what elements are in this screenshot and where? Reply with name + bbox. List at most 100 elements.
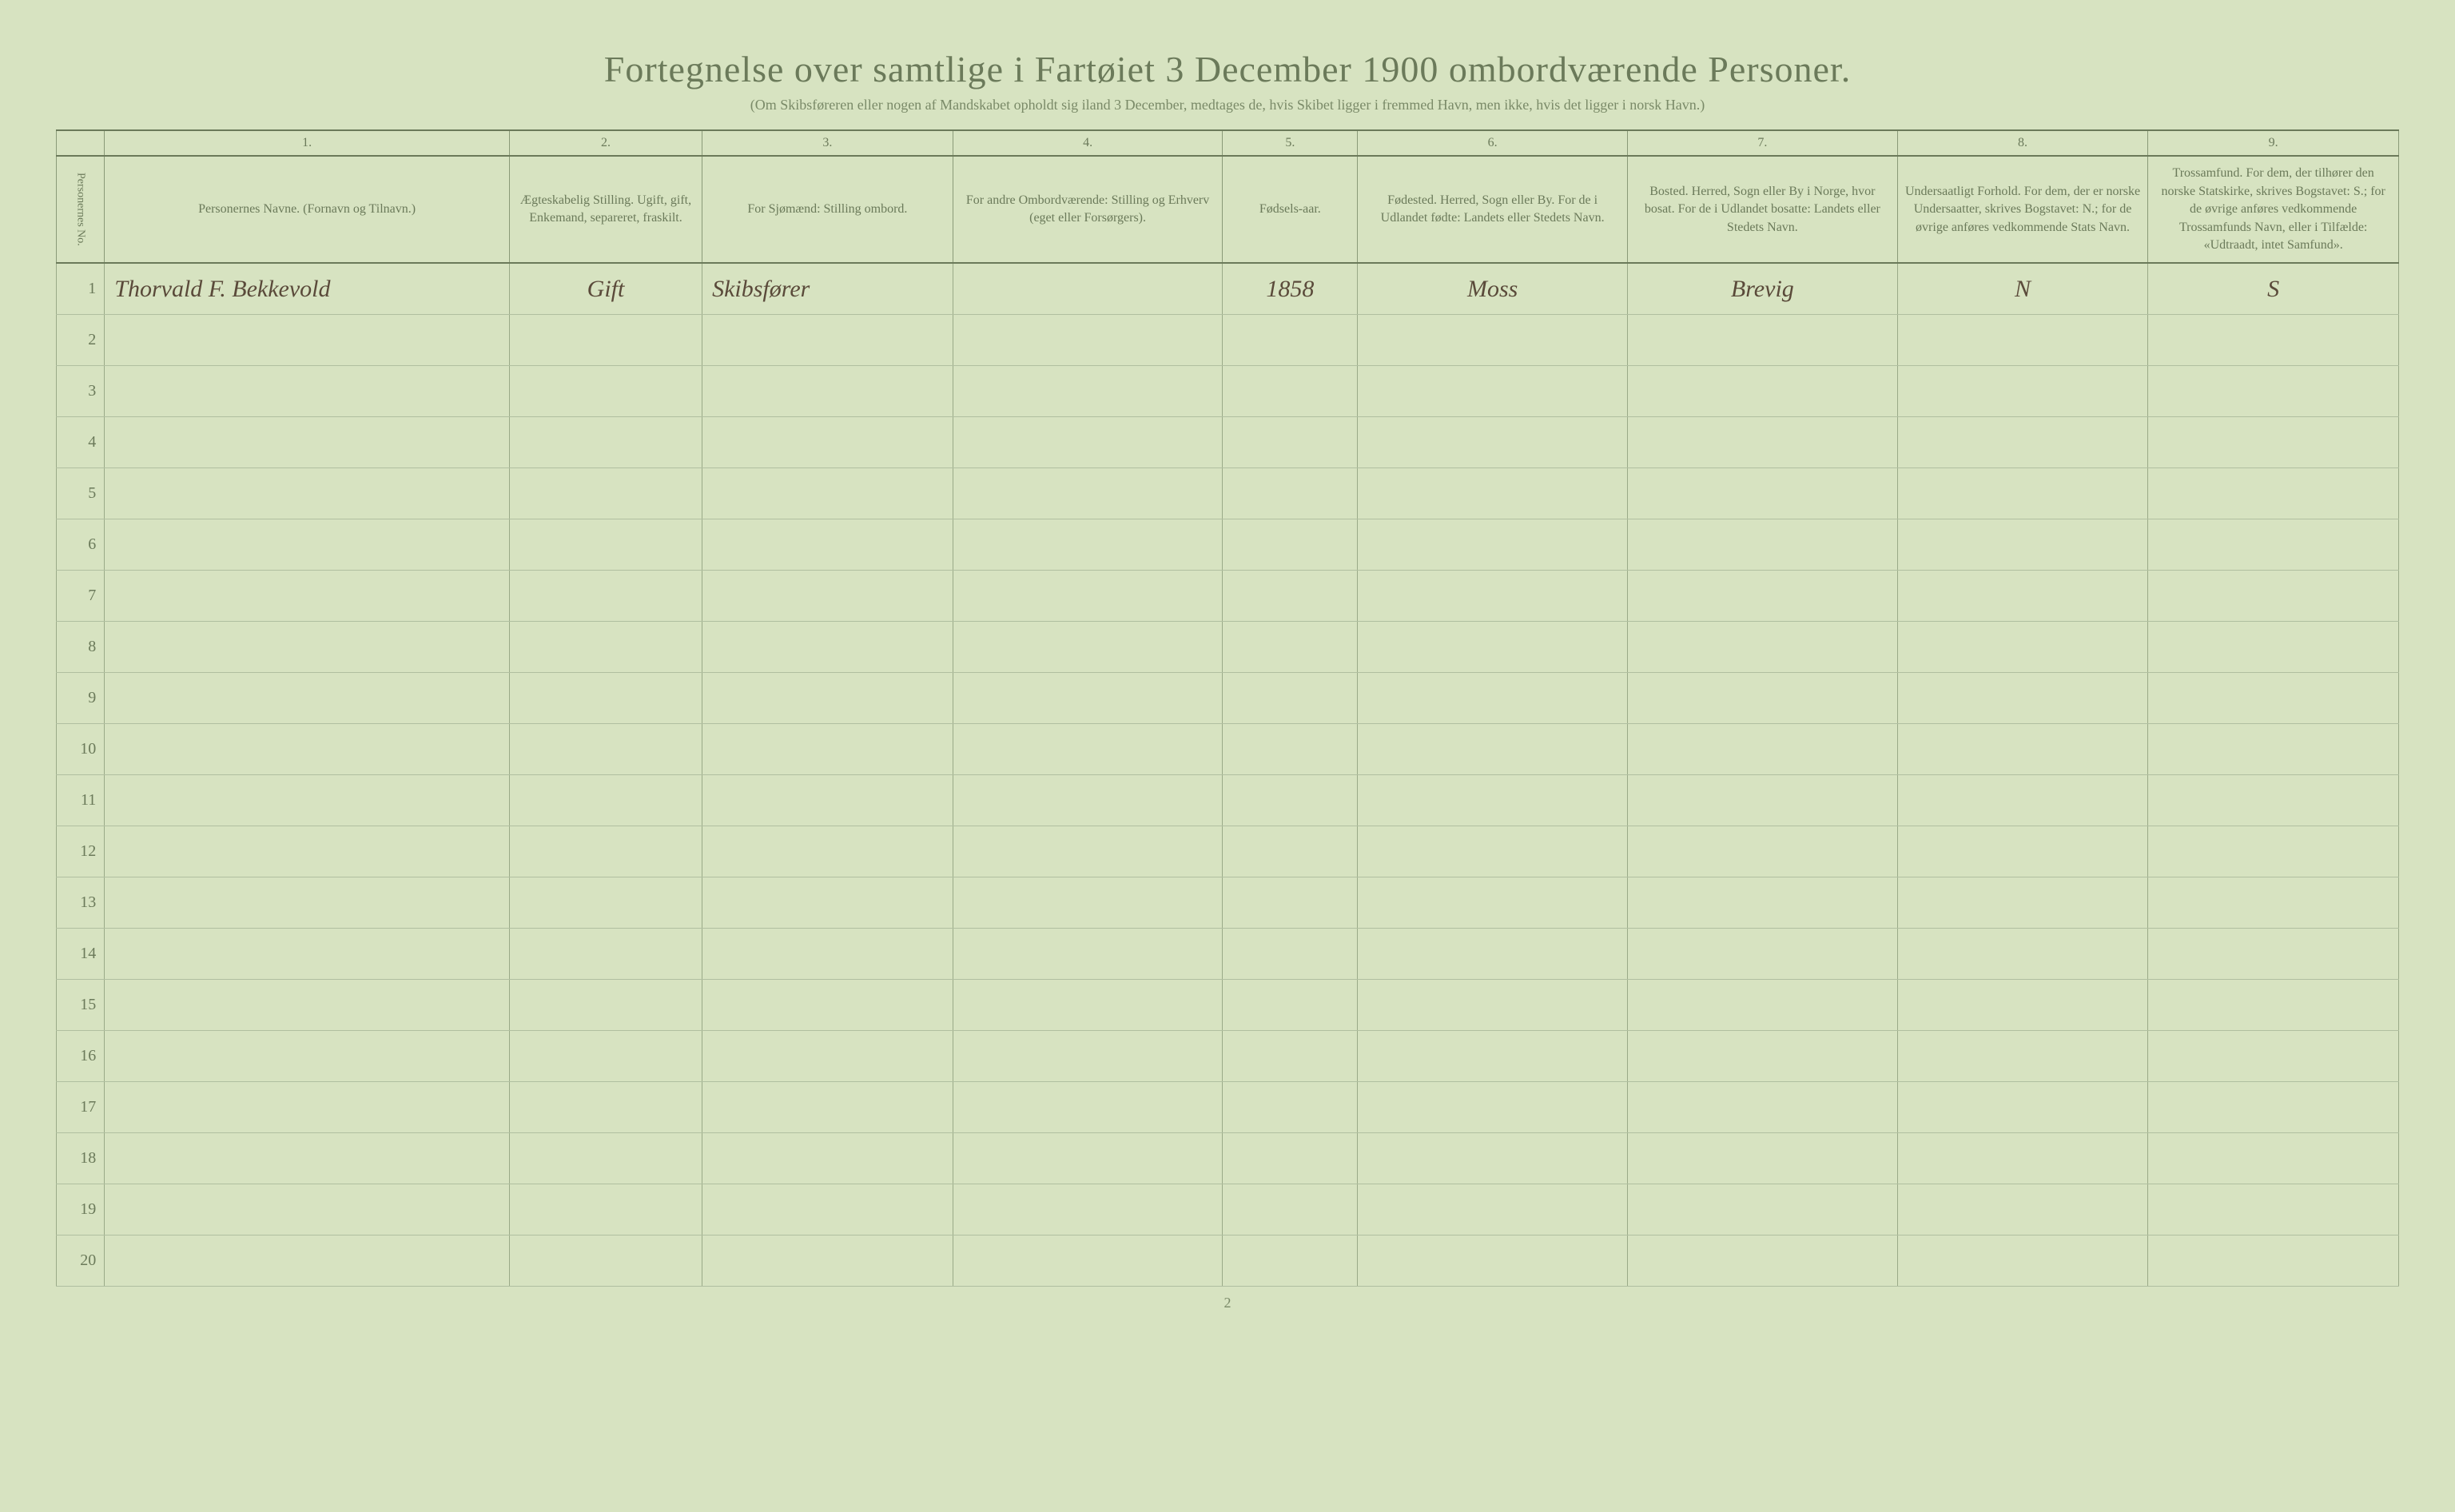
header-marital: Ægteskabelig Stilling. Ugift, gift, Enke… (509, 156, 702, 263)
header-birthplace: Fødested. Herred, Sogn eller By. For de … (1358, 156, 1628, 263)
cell-c2 (509, 570, 702, 621)
cell-c4 (953, 1081, 1223, 1132)
cell-c5 (1223, 621, 1358, 672)
cell-c6 (1358, 826, 1628, 877)
cell-c2 (509, 826, 702, 877)
row-number: 14 (57, 928, 105, 979)
cell-c6 (1358, 672, 1628, 723)
table-row: 1Thorvald F. BekkevoldGiftSkibsfører1858… (57, 263, 2399, 314)
cell-c9: S (2148, 263, 2399, 314)
cell-c7 (1628, 1184, 1898, 1235)
cell-c7 (1628, 672, 1898, 723)
header-nationality: Undersaatligt Forhold. For dem, der er n… (1897, 156, 2148, 263)
cell-c8 (1897, 1081, 2148, 1132)
cell-c7 (1628, 774, 1898, 826)
cell-c8 (1897, 1184, 2148, 1235)
cell-c4 (953, 877, 1223, 928)
page-number: 2 (56, 1295, 2399, 1311)
row-number: 18 (57, 1132, 105, 1184)
table-row: 2 (57, 314, 2399, 365)
cell-c3 (702, 877, 953, 928)
page-subtitle: (Om Skibsføreren eller nogen af Mandskab… (56, 97, 2399, 113)
cell-c7 (1628, 416, 1898, 468)
cell-c4 (953, 774, 1223, 826)
cell-c8 (1897, 877, 2148, 928)
cell-c8 (1897, 1235, 2148, 1286)
colnum-0 (57, 130, 105, 156)
table-row: 14 (57, 928, 2399, 979)
register-table: 1. 2. 3. 4. 5. 6. 7. 8. 9. Personernes N… (56, 129, 2399, 1287)
cell-c7 (1628, 1132, 1898, 1184)
cell-c3 (702, 570, 953, 621)
cell-c1 (105, 928, 510, 979)
cell-c8: N (1897, 263, 2148, 314)
cell-c8 (1897, 672, 2148, 723)
table-row: 20 (57, 1235, 2399, 1286)
cell-c1 (105, 1235, 510, 1286)
cell-c3 (702, 928, 953, 979)
row-number: 13 (57, 877, 105, 928)
table-row: 9 (57, 672, 2399, 723)
cell-c3 (702, 672, 953, 723)
cell-c5 (1223, 1081, 1358, 1132)
cell-c1 (105, 621, 510, 672)
colnum-9: 9. (2148, 130, 2399, 156)
cell-c4 (953, 621, 1223, 672)
cell-c6 (1358, 1184, 1628, 1235)
row-number: 8 (57, 621, 105, 672)
cell-c2 (509, 1235, 702, 1286)
cell-c8 (1897, 1132, 2148, 1184)
table-row: 5 (57, 468, 2399, 519)
cell-c6 (1358, 1235, 1628, 1286)
table-row: 11 (57, 774, 2399, 826)
cell-c5 (1223, 723, 1358, 774)
cell-c5 (1223, 314, 1358, 365)
cell-c9 (2148, 314, 2399, 365)
cell-c8 (1897, 468, 2148, 519)
cell-c9 (2148, 1132, 2399, 1184)
cell-c6 (1358, 928, 1628, 979)
cell-c6 (1358, 416, 1628, 468)
cell-c5 (1223, 519, 1358, 570)
cell-c2 (509, 723, 702, 774)
cell-c1 (105, 468, 510, 519)
cell-c4 (953, 416, 1223, 468)
row-number: 6 (57, 519, 105, 570)
cell-c7 (1628, 519, 1898, 570)
cell-c1 (105, 519, 510, 570)
cell-c5 (1223, 365, 1358, 416)
cell-c5 (1223, 1184, 1358, 1235)
table-row: 10 (57, 723, 2399, 774)
cell-c4 (953, 1184, 1223, 1235)
cell-c2 (509, 877, 702, 928)
cell-c2 (509, 621, 702, 672)
cell-c9 (2148, 468, 2399, 519)
cell-c9 (2148, 672, 2399, 723)
cell-c7 (1628, 621, 1898, 672)
cell-c5 (1223, 1030, 1358, 1081)
cell-c8 (1897, 314, 2148, 365)
cell-c7 (1628, 1030, 1898, 1081)
cell-c1 (105, 1132, 510, 1184)
header-other-position: For andre Ombordværende: Stilling og Erh… (953, 156, 1223, 263)
table-row: 13 (57, 877, 2399, 928)
cell-c3 (702, 979, 953, 1030)
cell-c5 (1223, 877, 1358, 928)
colnum-1: 1. (105, 130, 510, 156)
cell-c6 (1358, 774, 1628, 826)
cell-c1 (105, 1030, 510, 1081)
cell-c2: Gift (509, 263, 702, 314)
census-form-page: Fortegnelse over samtlige i Fartøiet 3 D… (24, 32, 2431, 1327)
cell-c7 (1628, 877, 1898, 928)
row-number: 17 (57, 1081, 105, 1132)
row-number: 2 (57, 314, 105, 365)
cell-c7 (1628, 570, 1898, 621)
table-row: 3 (57, 365, 2399, 416)
header-seaman-position: For Sjømænd: Stilling ombord. (702, 156, 953, 263)
cell-c7 (1628, 928, 1898, 979)
cell-c5 (1223, 416, 1358, 468)
cell-c5: 1858 (1223, 263, 1358, 314)
cell-c5 (1223, 672, 1358, 723)
cell-c3 (702, 1132, 953, 1184)
cell-c4 (953, 826, 1223, 877)
